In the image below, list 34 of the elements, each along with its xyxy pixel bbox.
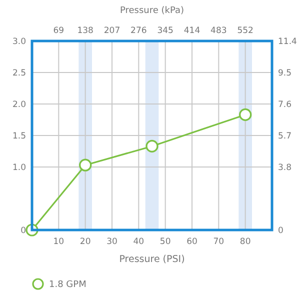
y2-tick-label: 9.5 <box>278 68 292 78</box>
x2-tick-label: 345 <box>157 26 174 36</box>
y-tick-label: 0 <box>20 226 26 236</box>
point <box>79 158 92 172</box>
x2-tick-label: 276 <box>130 26 147 36</box>
y2-tick-label: 7.6 <box>278 100 292 110</box>
x2-tick-label: 483 <box>210 26 227 36</box>
x2-tick-label: 414 <box>184 26 200 36</box>
y2-tick-label: 5.7 <box>278 132 292 142</box>
x-tick-label: 20 <box>80 237 91 247</box>
x-axis-title: Pressure (PSI) <box>119 254 185 265</box>
x-tick-label: 50 <box>160 237 171 247</box>
x-tick-label: 80 <box>240 237 251 247</box>
y-tick-label: 1.0 <box>12 163 26 173</box>
y-tick-label: 3.0 <box>12 37 26 47</box>
x2-tick-label: 552 <box>237 26 254 36</box>
y2-tick-label: 3.8 <box>278 163 292 173</box>
x2-tick-label: 69 <box>53 26 64 36</box>
x-tick-label: 10 <box>53 237 64 247</box>
x2-axis-title: Pressure (kPa) <box>120 6 184 16</box>
point <box>146 140 158 153</box>
point <box>239 108 252 122</box>
y2-tick-label: 0 <box>278 226 284 236</box>
y-tick-label: 2.0 <box>12 100 26 110</box>
legend-label: 1.8 GPM <box>49 280 86 290</box>
x2-tick-label: 207 <box>104 26 120 36</box>
x2-tick-label: 138 <box>77 26 94 36</box>
x-tick-label: 70 <box>213 237 224 247</box>
x-tick-label: 30 <box>106 237 118 247</box>
y-tick-label: 1.5 <box>12 132 26 142</box>
y2-tick-label: 11.4 <box>278 37 297 47</box>
x-tick-label: 40 <box>133 237 144 247</box>
y-tick-label: 2.5 <box>12 68 26 78</box>
x-tick-label: 60 <box>186 237 198 247</box>
